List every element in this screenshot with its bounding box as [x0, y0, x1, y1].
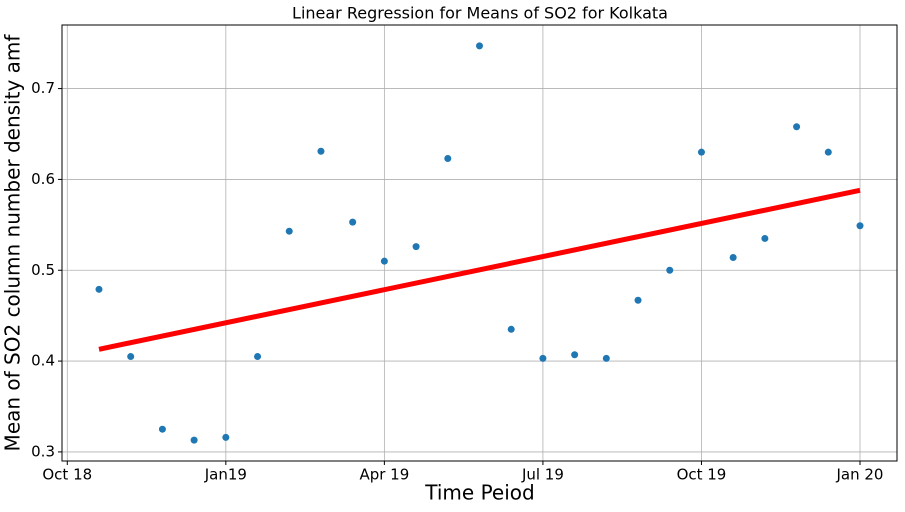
scatter-point: [349, 218, 357, 226]
x-tick-label: Apr 19: [359, 466, 409, 484]
x-tick-label: Oct 19: [677, 466, 727, 484]
scatter-point: [285, 227, 293, 235]
scatter-point: [254, 353, 262, 361]
y-axis-label: Mean of SO2 column number density amf: [1, 34, 25, 452]
chart-title: Linear Regression for Means of SO2 for K…: [292, 4, 668, 23]
scatter-point: [158, 425, 166, 433]
y-tick-label: 0.3: [31, 442, 55, 460]
scatter-point: [729, 254, 737, 262]
scatter-point: [793, 123, 801, 131]
scatter-point: [507, 325, 515, 333]
plot-frame: [61, 24, 898, 462]
scatter-point: [95, 285, 103, 293]
scatter-point: [476, 42, 483, 50]
y-tick-label: 0.4: [31, 352, 55, 370]
scatter-point: [412, 243, 420, 251]
regression-line: [98, 187, 861, 352]
scatter-point: [127, 353, 135, 361]
x-tick-label: Jan 20: [836, 466, 884, 484]
scatter-point: [697, 148, 705, 156]
scatter-point: [634, 296, 642, 304]
x-axis-label: Time Peiod: [424, 481, 534, 505]
y-tick-label: 0.6: [31, 170, 55, 188]
scatter-point: [761, 234, 769, 242]
y-tick-label: 0.5: [31, 261, 55, 279]
scatter-point: [539, 354, 547, 362]
scatter-point: [380, 257, 388, 265]
scatter-point: [824, 148, 832, 156]
scatter-point: [571, 351, 579, 359]
scatter-point: [856, 222, 864, 230]
scatter-point: [444, 155, 452, 163]
x-tick-label: Jul 19: [521, 466, 564, 484]
scatter-point: [666, 266, 674, 274]
y-tick-label: 0.7: [31, 79, 55, 97]
x-tick-label: Jan19: [204, 466, 247, 484]
scatter-point: [317, 147, 325, 155]
scatter-point: [222, 433, 230, 441]
scatter-point: [602, 354, 610, 362]
x-tick-label: Oct 18: [42, 466, 92, 484]
scatter-point: [190, 436, 198, 444]
